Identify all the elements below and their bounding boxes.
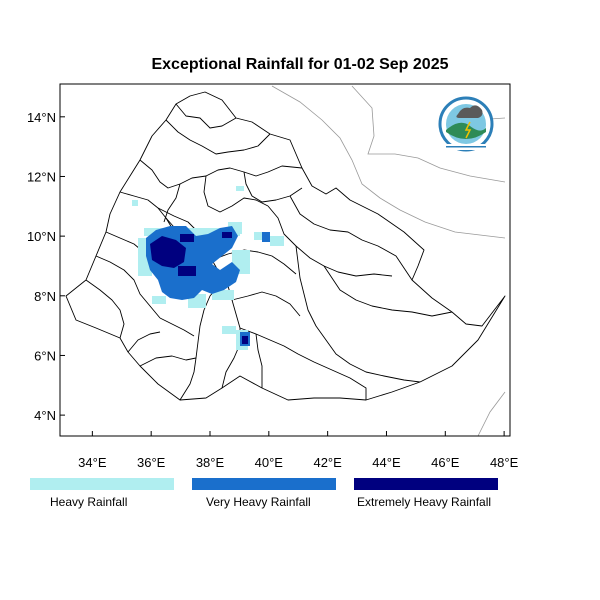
x-tick-label: 34°E	[78, 455, 107, 470]
y-tick-label: 4°N	[34, 408, 56, 423]
extremely-heavy-rainfall-cells	[150, 232, 248, 344]
y-tick-label: 12°N	[27, 169, 56, 184]
rainfall-overlay	[132, 186, 284, 350]
tick-layer: 34°E 36°E 38°E 40°E 42°E 44°E 46°E 48°E 14°N 12°N…	[27, 110, 519, 470]
x-tick-label: 48°E	[490, 455, 519, 470]
legend-label: Extremely Heavy Rainfall	[357, 495, 492, 509]
legend-swatch	[30, 478, 174, 490]
map-title: Exceptional Rainfall for 01-02 Sep 2025	[151, 56, 449, 73]
y-tick-label: 6°N	[34, 348, 56, 363]
x-tick-label: 42°E	[313, 455, 342, 470]
x-tick-label: 36°E	[137, 455, 166, 470]
plot-border	[59, 83, 511, 437]
x-tick-label: 38°E	[196, 455, 225, 470]
legend-swatch	[354, 478, 498, 490]
x-tick-label: 40°E	[255, 455, 284, 470]
y-tick-label: 14°N	[27, 110, 56, 125]
meteorology-agency-logo	[438, 96, 494, 152]
legend-swatch	[192, 478, 336, 490]
y-tick-label: 10°N	[27, 229, 56, 244]
x-tick-label: 44°E	[372, 455, 401, 470]
y-tick-label: 8°N	[34, 289, 56, 304]
ethiopia-regions	[65, 91, 506, 401]
legend-label: Heavy Rainfall	[50, 495, 128, 509]
x-tick-label: 46°E	[431, 455, 460, 470]
legend-label: Very Heavy Rainfall	[206, 495, 311, 509]
country-outline	[65, 91, 506, 401]
